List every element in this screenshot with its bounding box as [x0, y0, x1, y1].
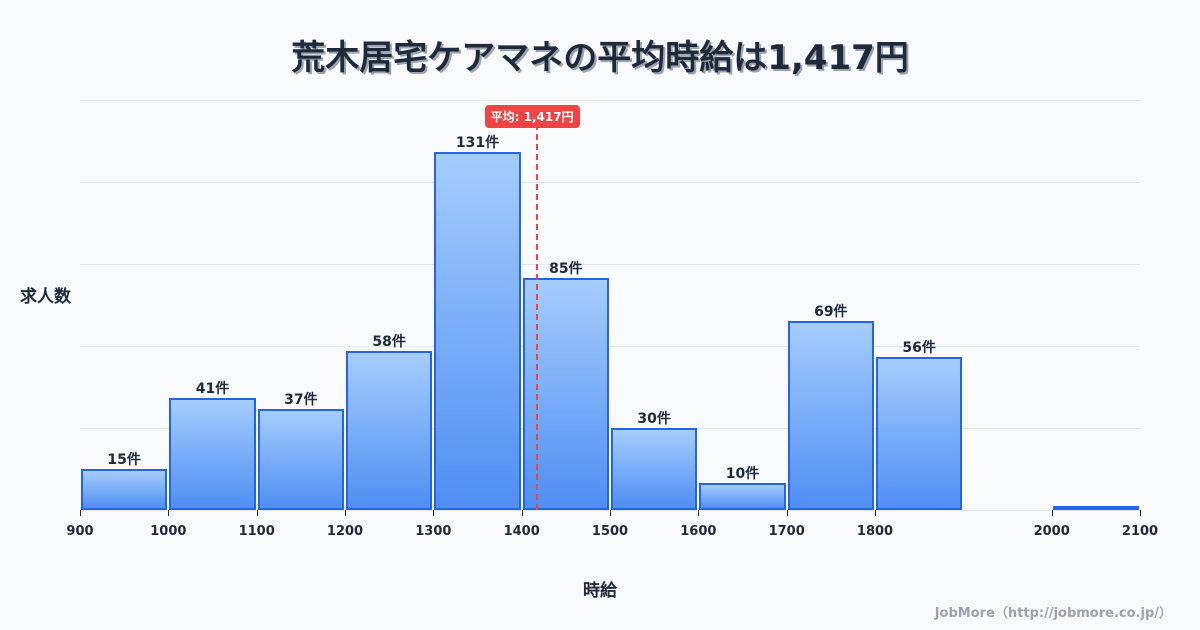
x-tick-label: 1700	[768, 524, 805, 539]
x-tick-label: 1300	[415, 524, 452, 539]
x-tick-mark	[168, 510, 170, 516]
histogram-bar	[699, 482, 786, 510]
histogram-bar	[346, 351, 433, 510]
x-tick-label: 1100	[238, 524, 275, 539]
bar-value-label: 30件	[637, 411, 671, 427]
x-tick-mark	[1051, 510, 1053, 516]
x-tick-mark	[256, 510, 258, 516]
x-tick-mark	[433, 510, 435, 516]
x-tick-label: 1800	[856, 524, 894, 539]
bar-value-label: 85件	[549, 260, 583, 277]
x-tick-mark	[345, 510, 346, 516]
x-tick-mark	[80, 510, 81, 516]
histogram-bar	[257, 408, 344, 510]
bar-value-label: 56件	[902, 339, 936, 356]
x-tick-label: 2000	[1033, 524, 1070, 539]
x-tick-mark	[875, 510, 876, 516]
histogram-bar	[81, 469, 168, 510]
x-tick-mark	[1140, 510, 1141, 516]
bar-value-label: 69件	[814, 304, 848, 321]
bar-value-label: 58件	[372, 334, 406, 351]
x-tick-label: 2100	[1121, 524, 1159, 539]
x-tick-mark	[610, 510, 611, 516]
x-tick-label: 1500	[591, 524, 629, 539]
x-tick-label: 1000	[150, 524, 187, 539]
x-tick-mark	[698, 510, 700, 516]
gridline	[80, 182, 1140, 183]
gridline	[80, 428, 1140, 429]
footer-credit: JobMore（http://jobmore.co.jp/）	[934, 606, 1172, 621]
x-tick-label: 1600	[680, 524, 717, 539]
histogram-bar	[611, 428, 698, 510]
bar-value-label: 10件	[725, 465, 760, 482]
plot-area: 15件 41件 37件 58件 131件 85件 30件 10件 69件 56件	[80, 100, 1140, 510]
y-axis-label: 求人数	[20, 287, 71, 307]
bar-value-label: 131件	[455, 134, 500, 151]
chart-title: 荒木居宅ケアマネの平均時給は1,417円	[291, 38, 909, 78]
x-axis-label: 時給	[583, 581, 617, 601]
gridline	[80, 346, 1140, 347]
x-tick-label: 1400	[503, 524, 540, 539]
histogram-bar	[876, 356, 963, 510]
histogram-bar	[434, 151, 521, 510]
histogram-bar	[169, 397, 256, 510]
histogram-bar	[1052, 506, 1139, 510]
bar-value-label: 41件	[195, 380, 230, 397]
average-badge: 平均: 1,417円	[484, 105, 580, 128]
bar-value-label: 15件	[107, 452, 141, 468]
gridline	[80, 264, 1140, 265]
x-tick-label: 900	[66, 524, 94, 539]
x-tick-label: 1200	[326, 524, 364, 539]
x-tick-mark	[521, 510, 523, 516]
gridline	[80, 100, 1140, 101]
bar-value-label: 37件	[284, 391, 318, 408]
x-tick-mark	[786, 510, 788, 516]
average-line	[535, 124, 538, 510]
histogram-bar	[787, 321, 874, 510]
